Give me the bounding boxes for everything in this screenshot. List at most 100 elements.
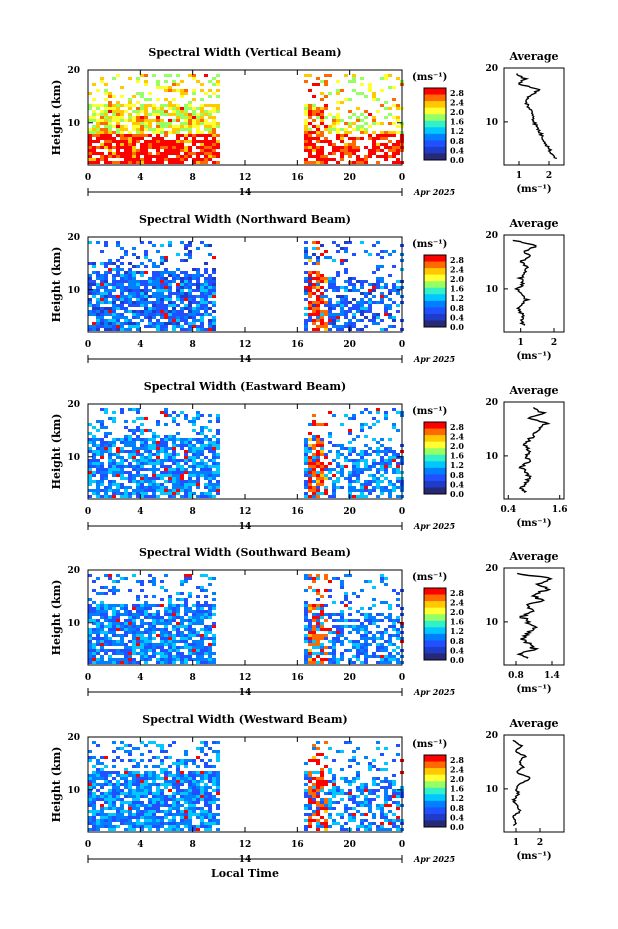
heatmap-cell xyxy=(156,774,160,777)
heatmap-cell xyxy=(392,104,396,107)
heatmap-cell xyxy=(376,495,380,498)
heatmap-cell xyxy=(372,777,376,780)
heatmap-cell xyxy=(128,143,132,146)
heatmap-cell xyxy=(196,828,200,831)
heatmap-cell xyxy=(312,301,316,304)
heatmap-cell xyxy=(332,646,336,649)
heatmap-cell xyxy=(388,819,392,822)
heatmap-cell xyxy=(384,577,388,580)
heatmap-cell xyxy=(376,625,380,628)
heatmap-cell xyxy=(176,825,180,828)
heatmap-cell xyxy=(104,140,108,143)
heatmap-cell xyxy=(92,646,96,649)
heatmap-cell xyxy=(208,610,212,613)
heatmap-cell xyxy=(92,304,96,307)
heatmap-cell xyxy=(324,465,328,468)
heatmap-cell xyxy=(348,137,352,140)
heatmap-cell xyxy=(136,408,140,411)
heatmap-cell xyxy=(108,152,112,155)
heatmap-cell xyxy=(144,613,148,616)
heatmap-cell xyxy=(320,131,324,134)
heatmap-cell xyxy=(356,595,360,598)
heatmap-cell xyxy=(180,107,184,110)
heatmap-cell xyxy=(140,459,144,462)
colorbar-swatch xyxy=(424,300,446,308)
heatmap-cell xyxy=(92,783,96,786)
heatmap-cell xyxy=(320,316,324,319)
heatmap-cell xyxy=(132,158,136,161)
heatmap-cell xyxy=(152,453,156,456)
heatmap-cell xyxy=(88,280,92,283)
heatmap-cell xyxy=(340,444,344,447)
heatmap-cell xyxy=(392,813,396,816)
heatmap-cell xyxy=(88,795,92,798)
heatmap-cell xyxy=(148,759,152,762)
heatmap-cell xyxy=(348,789,352,792)
heatmap-cell xyxy=(372,789,376,792)
heatmap-cell xyxy=(376,241,380,244)
heatmap-cell xyxy=(196,780,200,783)
heatmap-cell xyxy=(168,89,172,92)
heatmap-cell xyxy=(156,325,160,328)
heatmap-cell xyxy=(172,325,176,328)
heatmap-cell xyxy=(168,783,172,786)
heatmap-cell xyxy=(392,319,396,322)
heatmap-cell xyxy=(196,122,200,125)
heatmap-cell xyxy=(164,634,168,637)
heatmap-cell xyxy=(332,259,336,262)
heatmap-cell xyxy=(200,825,204,828)
heatmap-cell xyxy=(384,631,388,634)
heatmap-cell xyxy=(308,622,312,625)
heatmap-cell xyxy=(124,328,128,331)
heatmap-cell xyxy=(320,789,324,792)
heatmap-cell xyxy=(308,789,312,792)
heatmap-cell xyxy=(320,771,324,774)
heatmap-cell xyxy=(320,119,324,122)
heatmap-cell xyxy=(108,146,112,149)
heatmap-cell xyxy=(368,801,372,804)
heatmap-cell xyxy=(176,807,180,810)
heatmap-cell xyxy=(196,146,200,149)
heatmap-cell xyxy=(124,307,128,310)
heatmap-cell xyxy=(92,310,96,313)
heatmap-cell xyxy=(124,426,128,429)
heatmap-cell xyxy=(96,104,100,107)
heatmap-cell xyxy=(348,280,352,283)
heatmap-cell xyxy=(188,819,192,822)
heatmap-cell xyxy=(108,444,112,447)
heatmap-cell xyxy=(352,486,356,489)
heatmap-cell xyxy=(172,80,176,83)
heatmap-cell xyxy=(208,420,212,423)
heatmap-cell xyxy=(372,655,376,658)
heatmap-cell xyxy=(136,661,140,664)
heatmap-cell xyxy=(108,801,112,804)
heatmap-cell xyxy=(128,113,132,116)
heatmap-cell xyxy=(184,655,188,658)
heatmap-cell xyxy=(196,474,200,477)
heatmap-cell xyxy=(192,759,196,762)
colorbar-frame xyxy=(423,587,447,661)
heatmap-cell xyxy=(208,328,212,331)
heatmap-cell xyxy=(108,640,112,643)
heatmap-cell xyxy=(200,319,204,322)
heatmap-cell xyxy=(200,586,204,589)
heatmap-cell xyxy=(204,828,208,831)
heatmap-cell xyxy=(140,774,144,777)
heatmap-cell xyxy=(316,125,320,128)
heatmap-cell xyxy=(148,325,152,328)
heatmap-cell xyxy=(120,408,124,411)
heatmap-cell xyxy=(384,768,388,771)
heatmap-cell xyxy=(372,474,376,477)
heatmap-cell xyxy=(176,810,180,813)
heatmap-cell xyxy=(160,152,164,155)
heatmap-cell xyxy=(200,574,204,577)
heatmap-cell xyxy=(316,149,320,152)
heatmap-cell xyxy=(104,146,108,149)
heatmap-cell xyxy=(128,408,132,411)
heatmap-cell xyxy=(388,292,392,295)
heatmap-cell xyxy=(152,741,156,744)
heatmap-cell xyxy=(344,595,348,598)
heatmap-cell xyxy=(208,759,212,762)
heatmap-cell xyxy=(308,283,312,286)
heatmap-cell xyxy=(188,610,192,613)
